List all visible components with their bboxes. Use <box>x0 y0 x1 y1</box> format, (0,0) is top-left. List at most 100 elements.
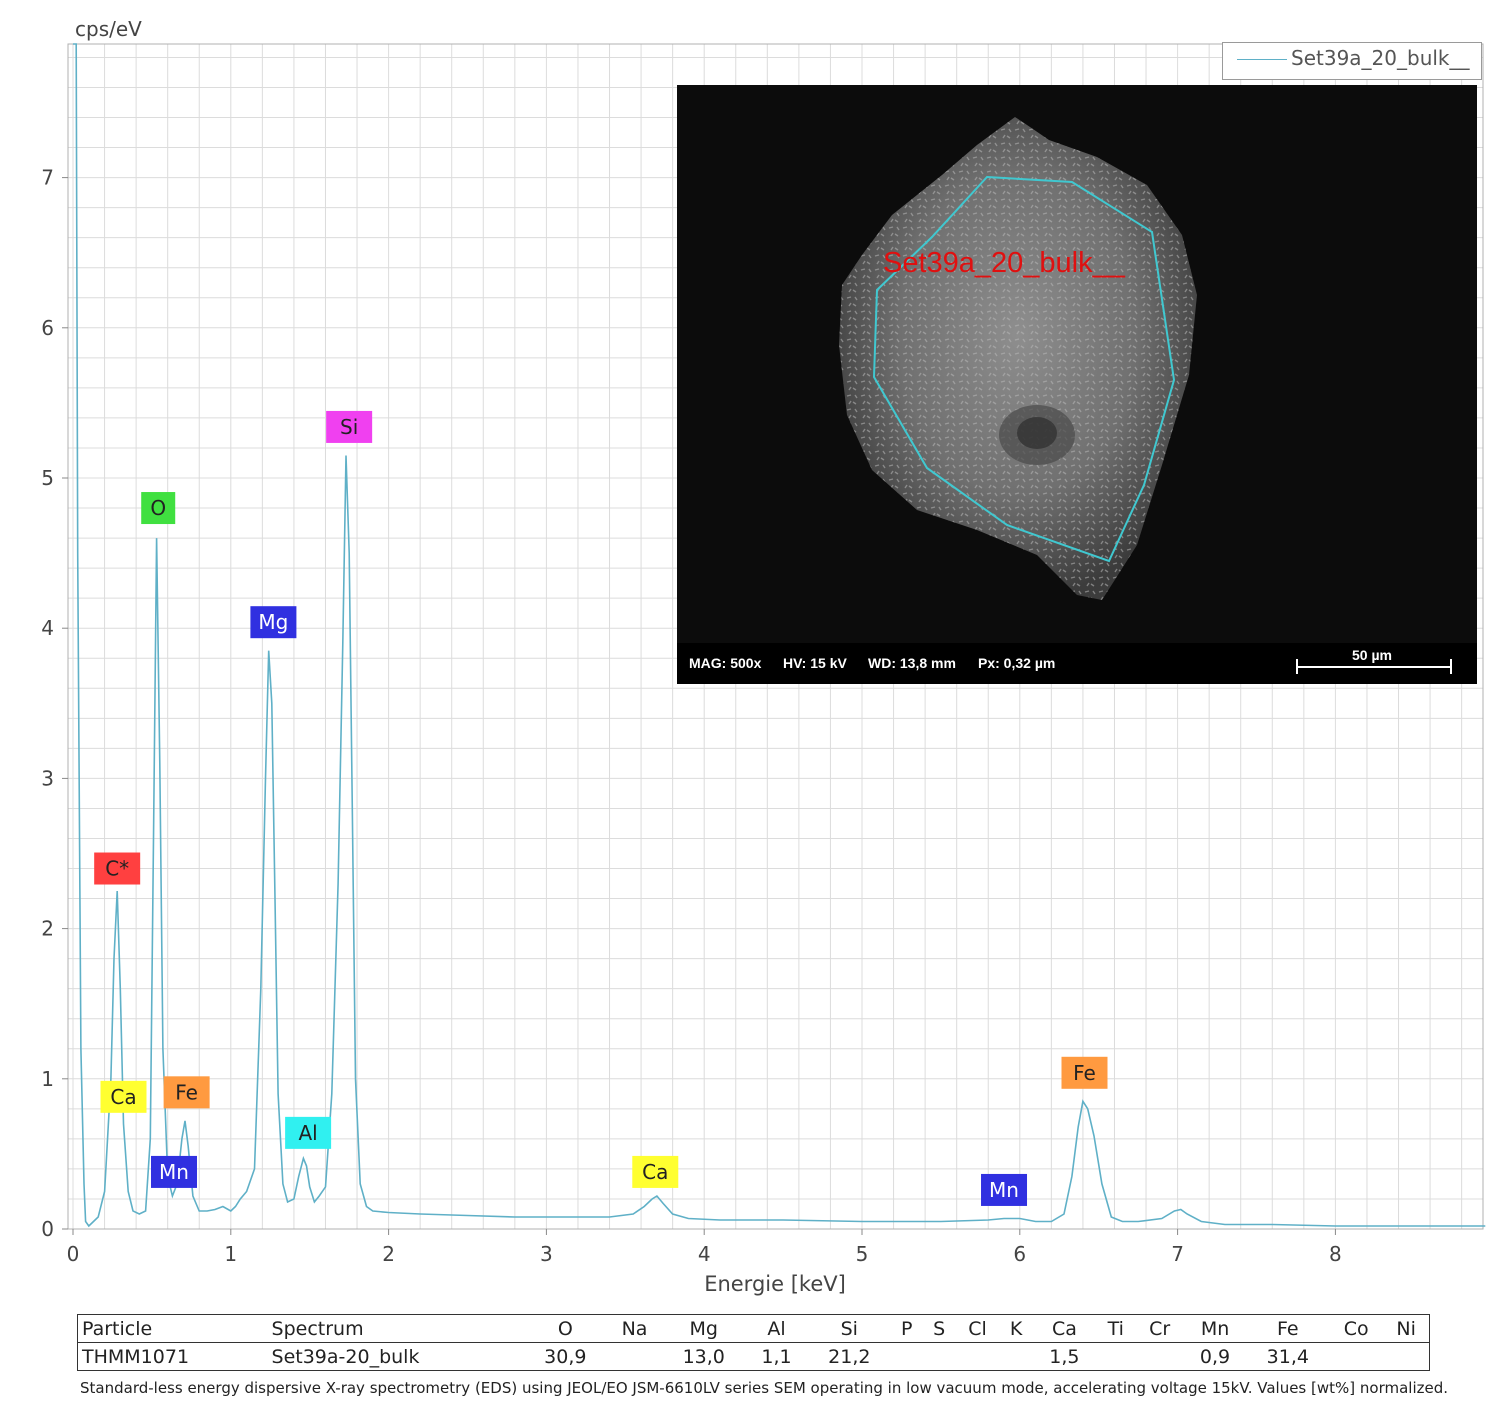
y-tick-label: 5 <box>41 466 54 490</box>
peak-label: Fe <box>163 1076 210 1109</box>
table-cell: THMM1071 <box>77 1342 268 1371</box>
y-tick-label: 1 <box>41 1067 54 1091</box>
peak-label: Al <box>285 1116 332 1149</box>
peak-label-text: Fe <box>1073 1061 1096 1085</box>
peak-label: Fe <box>1061 1056 1108 1089</box>
sem-info-bar: MAG: 500x HV: 15 kV WD: 13,8 mm Px: 0,32… <box>677 643 1477 684</box>
y-tick-label: 7 <box>41 166 54 190</box>
composition-table: Particle Spectrum O Na Mg Al Si P S Cl K Ca Ti Cr Mn Fe… <box>77 1314 1430 1371</box>
y-axis-label: cps/eV <box>75 17 142 41</box>
table-header-cell: S <box>922 1314 956 1343</box>
table-cell: Set39a-20_bulk <box>267 1342 524 1371</box>
peak-label-box <box>163 1076 210 1109</box>
y-tick-label: 2 <box>41 917 54 941</box>
plot-frame <box>67 43 1484 1230</box>
spectrum-line <box>73 43 1486 1228</box>
peak-label-box <box>981 1173 1028 1206</box>
peak-label-text: C* <box>105 857 129 881</box>
scale-bar <box>1296 666 1451 668</box>
table-cell <box>922 1342 956 1371</box>
table-header-cell: Cl <box>955 1314 1000 1343</box>
particle-crater-core <box>1017 417 1057 449</box>
peak-label-box <box>94 852 141 885</box>
peak-label: Mg <box>250 606 297 639</box>
table-header-cell: Na <box>606 1314 663 1343</box>
y-tick-label: 6 <box>41 316 54 340</box>
sem-particle-image <box>677 85 1477 643</box>
table-header-cell: Ni <box>1383 1314 1430 1343</box>
peak-label-box <box>285 1116 332 1149</box>
table-header-cell: Spectrum <box>267 1314 524 1343</box>
table-header-cell: Si <box>807 1314 891 1343</box>
x-tick-label: 4 <box>698 1242 711 1266</box>
roi-outline <box>872 175 1176 563</box>
peak-label-box <box>150 1155 197 1188</box>
sem-high-voltage: HV: 15 kV <box>783 655 847 671</box>
table-row: THMM1071 Set39a-20_bulk 30,9 13,0 1,1 21,2 1,5… <box>77 1342 1430 1371</box>
peak-label-box <box>632 1155 679 1188</box>
x-tick-label: 7 <box>1171 1242 1184 1266</box>
table-cell: 1,1 <box>745 1342 808 1371</box>
peak-label-text: Mg <box>258 610 288 634</box>
table-cell: 13,0 <box>662 1342 746 1371</box>
table-header-cell: Al <box>745 1314 808 1343</box>
table-header-cell: Cr <box>1135 1314 1184 1343</box>
x-tick-label: 2 <box>382 1242 395 1266</box>
x-tick-label: 5 <box>856 1242 869 1266</box>
peak-labels: C* O Mg Si Ca Fe Mn Al Ca Mn Fe <box>94 410 1108 1206</box>
peak-label-text: Si <box>340 415 358 439</box>
peak-label: Mn <box>150 1155 197 1188</box>
table-header-row: Particle Spectrum O Na Mg Al Si P S Cl K Ca Ti Cr Mn Fe… <box>77 1314 1430 1343</box>
y-tick-label: 0 <box>41 1217 54 1241</box>
peak-label-text: Mn <box>159 1160 189 1184</box>
x-tick-label: 3 <box>540 1242 553 1266</box>
peak-label: Si <box>326 410 373 443</box>
table-cell <box>1095 1342 1136 1371</box>
peak-label-box <box>326 410 373 443</box>
table-cell <box>606 1342 663 1371</box>
x-axis-label: Energie [keV] <box>704 1272 846 1296</box>
scale-bar-label: 50 µm <box>1352 647 1392 663</box>
table-header-cell: Ca <box>1032 1314 1096 1343</box>
peak-label: C* <box>94 852 141 885</box>
sem-image: Set39a_20_bulk__ MAG: 500x HV: 15 kV WD:… <box>677 85 1477 684</box>
x-tick-label: 6 <box>1013 1242 1026 1266</box>
sem-working-distance: WD: 13,8 mm <box>868 655 956 671</box>
legend-line-swatch <box>1237 59 1287 60</box>
table-header-cell: Mg <box>662 1314 746 1343</box>
series-layer <box>73 43 1486 1228</box>
peak-label-box <box>1061 1056 1108 1089</box>
peak-label-text: Ca <box>110 1085 136 1109</box>
axes: 0 1 2 3 4 5 6 7 8 0 1 2 3 4 5 6 7 <box>41 166 1342 1266</box>
peak-label-text: O <box>150 496 166 520</box>
y-tick-label: 3 <box>41 766 54 790</box>
table-header-cell: Ti <box>1095 1314 1136 1343</box>
peak-label: Ca <box>632 1155 679 1188</box>
peak-label: O <box>141 492 176 525</box>
y-tick-label: 4 <box>41 616 54 640</box>
peak-label-box <box>250 606 297 639</box>
table-cell <box>890 1342 923 1371</box>
peak-label: Ca <box>100 1080 147 1113</box>
peak-label-text: Al <box>298 1121 317 1145</box>
table-cell: 1,5 <box>1032 1342 1096 1371</box>
legend: Set39a_20_bulk__ <box>1222 42 1482 80</box>
table-header-cell: Co <box>1329 1314 1384 1343</box>
table-cell: 21,2 <box>807 1342 891 1371</box>
table-cell <box>999 1342 1033 1371</box>
peak-label-text: Fe <box>175 1080 198 1104</box>
x-tick-label: 1 <box>224 1242 237 1266</box>
table-header-cell: Particle <box>77 1314 268 1343</box>
table-header-cell: P <box>890 1314 923 1343</box>
scale-bar-tick-left <box>1296 659 1298 674</box>
table-cell <box>1383 1342 1430 1371</box>
peak-label-text: Mn <box>989 1178 1019 1202</box>
x-tick-label: 0 <box>67 1242 80 1266</box>
peak-label: Mn <box>981 1173 1028 1206</box>
table-header-cell: Mn <box>1183 1314 1247 1343</box>
peak-label-box <box>100 1080 147 1113</box>
table-cell <box>1135 1342 1184 1371</box>
table-cell: 30,9 <box>523 1342 607 1371</box>
table-cell: 31,4 <box>1246 1342 1330 1371</box>
x-tick-label: 8 <box>1329 1242 1342 1266</box>
